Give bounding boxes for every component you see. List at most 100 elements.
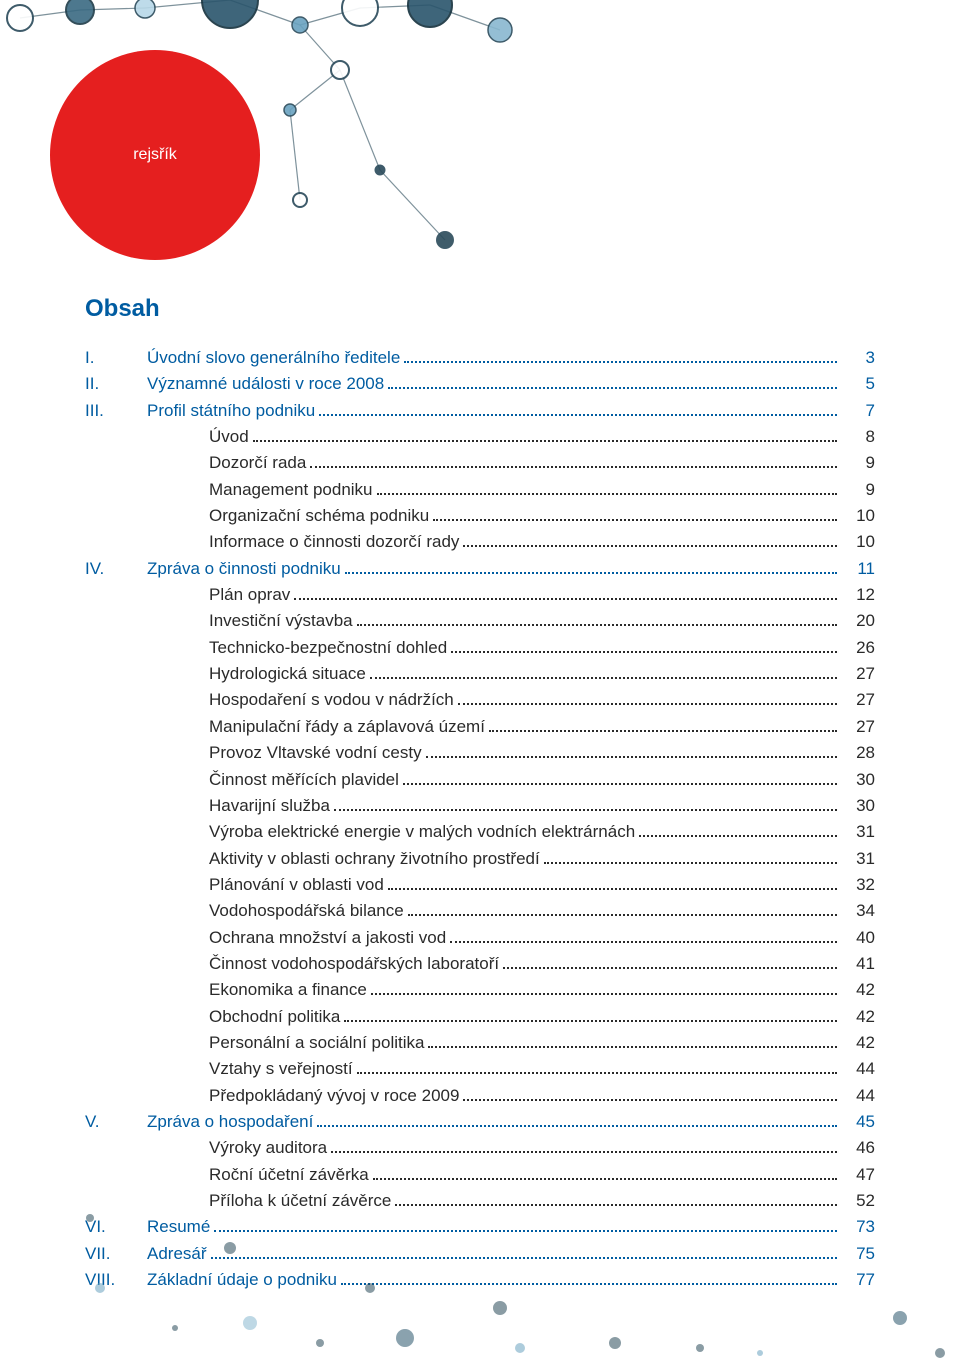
toc-page-number: 7 bbox=[841, 398, 875, 424]
toc-sub-row: Dozorčí rada 9 bbox=[85, 450, 875, 476]
toc-sub-row: Personální a sociální politika 42 bbox=[85, 1030, 875, 1056]
toc-sub-row: Výroba elektrické energie v malých vodní… bbox=[85, 819, 875, 845]
toc-sub-row: Hospodaření s vodou v nádržích27 bbox=[85, 687, 875, 713]
toc-sub-row: Provoz Vltavské vodní cesty 28 bbox=[85, 740, 875, 766]
toc-page-number: 73 bbox=[841, 1214, 875, 1240]
toc-title: Aktivity v oblasti ochrany životního pro… bbox=[209, 846, 540, 872]
toc-page-number: 5 bbox=[841, 371, 875, 397]
toc-leader bbox=[388, 875, 837, 890]
toc-page-number: 44 bbox=[841, 1083, 875, 1109]
toc-title: Manipulační řády a záplavová území bbox=[209, 714, 485, 740]
toc-page-number: 10 bbox=[841, 529, 875, 555]
toc-sub-row: Plánování v oblasti vod32 bbox=[85, 872, 875, 898]
toc-title: Provoz Vltavské vodní cesty bbox=[209, 740, 422, 766]
toc-sub-row: Činnost měřících plavidel 30 bbox=[85, 767, 875, 793]
toc-title: Činnost vodohospodářských laboratoří bbox=[209, 951, 499, 977]
toc-title: Významné události v roce 2008 bbox=[147, 371, 384, 397]
toc-leader bbox=[294, 585, 837, 600]
red-badge-label: rejsřík bbox=[133, 146, 177, 164]
toc-roman-numeral: VII. bbox=[85, 1241, 147, 1267]
toc-page-number: 27 bbox=[841, 714, 875, 740]
toc-leader bbox=[334, 796, 837, 811]
toc-leader bbox=[450, 927, 837, 942]
toc-page-number: 10 bbox=[841, 503, 875, 529]
toc-sub-row: Investiční výstavba 20 bbox=[85, 608, 875, 634]
toc-roman-numeral: VIII. bbox=[85, 1267, 147, 1293]
toc-title: Resumé bbox=[147, 1214, 210, 1240]
toc-leader bbox=[253, 427, 837, 442]
toc-list: I.Úvodní slovo generálního ředitele3II.V… bbox=[85, 345, 875, 1293]
toc-title: Technicko-bezpečnostní dohled bbox=[209, 635, 447, 661]
toc-leader bbox=[341, 1270, 837, 1285]
toc-top-row: VII.Adresář75 bbox=[85, 1241, 875, 1267]
toc-top-row: IV.Zpráva o činnosti podniku11 bbox=[85, 556, 875, 582]
toc-title: Výroba elektrické energie v malých vodní… bbox=[209, 819, 635, 845]
toc-title: Profil státního podniku bbox=[147, 398, 315, 424]
toc-leader bbox=[214, 1217, 837, 1232]
toc-page-number: 30 bbox=[841, 793, 875, 819]
toc-page-number: 44 bbox=[841, 1056, 875, 1082]
toc-title: Investiční výstavba bbox=[209, 608, 353, 634]
toc-leader bbox=[451, 637, 837, 652]
toc-title: Úvodní slovo generálního ředitele bbox=[147, 345, 400, 371]
toc-leader bbox=[458, 690, 837, 705]
toc-sub-row: Informace o činnosti dozorčí rady10 bbox=[85, 529, 875, 555]
toc-top-row: VIII.Základní údaje o podniku77 bbox=[85, 1267, 875, 1293]
toc-title: Vodohospodářská bilance bbox=[209, 898, 404, 924]
toc-page-number: 9 bbox=[841, 450, 875, 476]
toc-title: Činnost měřících plavidel bbox=[209, 767, 399, 793]
toc-roman-numeral: I. bbox=[85, 345, 147, 371]
toc-sub-row: Plán oprav12 bbox=[85, 582, 875, 608]
toc-title: Plánování v oblasti vod bbox=[209, 872, 384, 898]
toc-leader bbox=[357, 1059, 837, 1074]
toc-title: Základní údaje o podniku bbox=[147, 1267, 337, 1293]
toc-page-number: 20 bbox=[841, 608, 875, 634]
toc-leader bbox=[310, 453, 837, 468]
toc-page-number: 40 bbox=[841, 925, 875, 951]
toc-title: Personální a sociální politika bbox=[209, 1030, 424, 1056]
toc-sub-row: Vztahy s veřejností44 bbox=[85, 1056, 875, 1082]
toc-page-number: 12 bbox=[841, 582, 875, 608]
toc-page-number: 27 bbox=[841, 661, 875, 687]
page-heading: Obsah bbox=[85, 295, 875, 323]
toc-sub-row: Organizační schéma podniku10 bbox=[85, 503, 875, 529]
toc-roman-numeral: III. bbox=[85, 398, 147, 424]
toc-sub-row: Vodohospodářská bilance34 bbox=[85, 898, 875, 924]
toc-page-number: 46 bbox=[841, 1135, 875, 1161]
toc-leader bbox=[403, 769, 837, 784]
toc-title: Dozorčí rada bbox=[209, 450, 306, 476]
toc-page-number: 42 bbox=[841, 977, 875, 1003]
toc-top-row: VI.Resumé73 bbox=[85, 1214, 875, 1240]
toc-title: Roční účetní závěrka bbox=[209, 1162, 369, 1188]
toc-page-number: 41 bbox=[841, 951, 875, 977]
toc-roman-numeral: V. bbox=[85, 1109, 147, 1135]
toc-leader bbox=[463, 532, 837, 547]
toc-page-number: 75 bbox=[841, 1241, 875, 1267]
toc-title: Obchodní politika bbox=[209, 1004, 340, 1030]
toc-page-number: 28 bbox=[841, 740, 875, 766]
toc-leader bbox=[639, 822, 837, 837]
toc-page-number: 30 bbox=[841, 767, 875, 793]
toc-page-number: 8 bbox=[841, 424, 875, 450]
toc-sub-row: Úvod8 bbox=[85, 424, 875, 450]
toc-title: Příloha k účetní závěrce bbox=[209, 1188, 391, 1214]
toc-sub-row: Manipulační řády a záplavová území 27 bbox=[85, 714, 875, 740]
toc-title: Hospodaření s vodou v nádržích bbox=[209, 687, 454, 713]
toc-roman-numeral: IV. bbox=[85, 556, 147, 582]
toc-sub-row: Výroky auditora 46 bbox=[85, 1135, 875, 1161]
toc-sub-row: Technicko-bezpečnostní dohled26 bbox=[85, 635, 875, 661]
toc-title: Výroky auditora bbox=[209, 1135, 327, 1161]
toc-page-number: 45 bbox=[841, 1109, 875, 1135]
toc-page-number: 42 bbox=[841, 1030, 875, 1056]
toc-leader bbox=[319, 400, 837, 415]
toc-leader bbox=[489, 717, 837, 732]
toc-page-number: 31 bbox=[841, 819, 875, 845]
toc-leader bbox=[463, 1085, 837, 1100]
toc-title: Ekonomika a finance bbox=[209, 977, 367, 1003]
toc-sub-row: Příloha k účetní závěrce 52 bbox=[85, 1188, 875, 1214]
toc-title: Ochrana množství a jakosti vod bbox=[209, 925, 446, 951]
page: rejsřík Obsah I.Úvodní slovo generálního… bbox=[0, 0, 960, 1358]
toc-leader bbox=[433, 506, 837, 521]
toc-page-number: 52 bbox=[841, 1188, 875, 1214]
toc-leader bbox=[357, 611, 837, 626]
